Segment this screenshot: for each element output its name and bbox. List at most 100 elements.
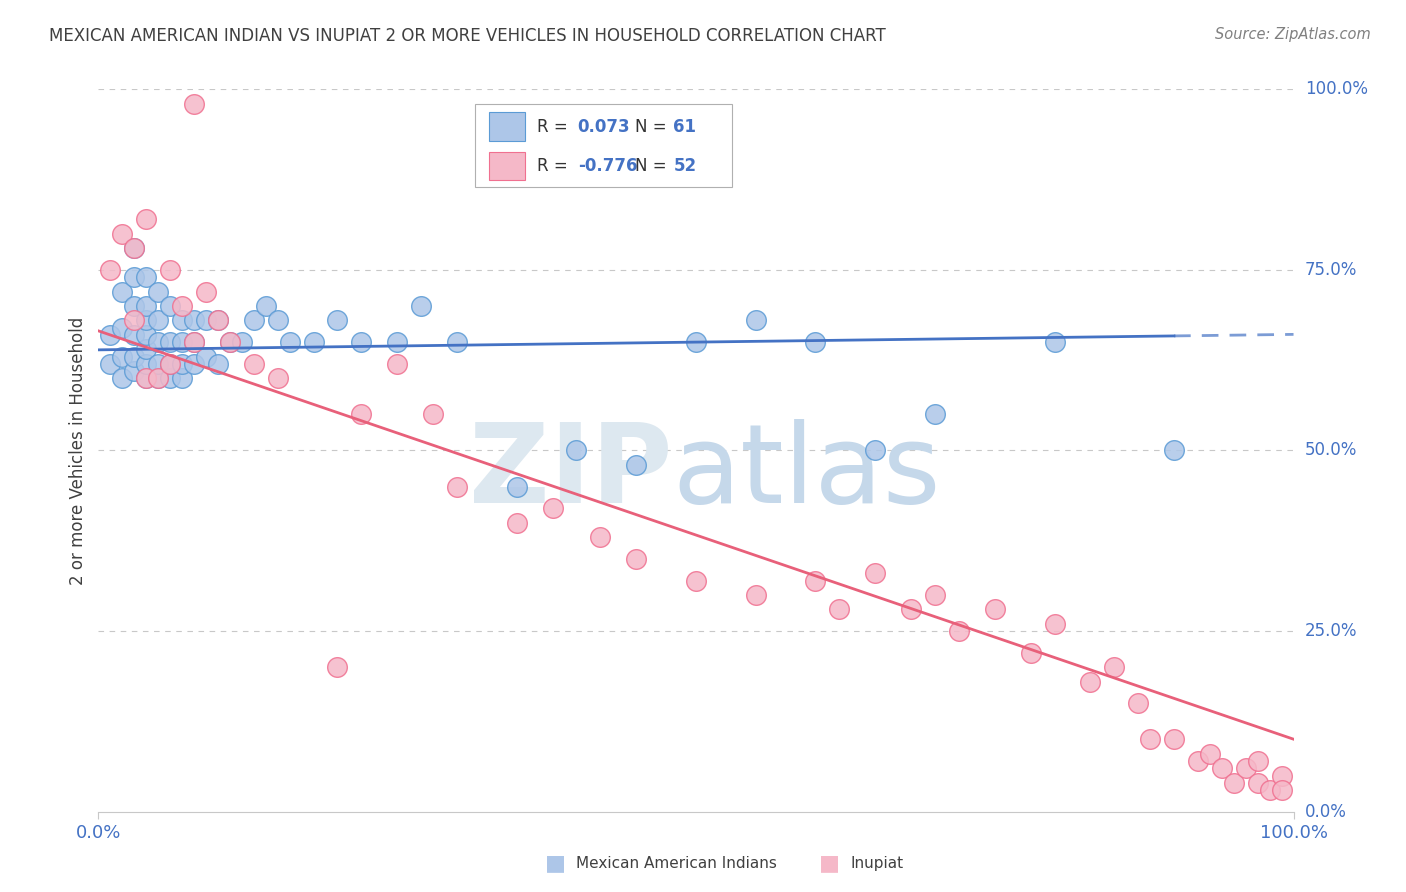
Point bbox=[326, 660, 349, 674]
Point bbox=[148, 334, 170, 349]
Point bbox=[350, 334, 373, 349]
Point bbox=[1104, 660, 1126, 674]
Point bbox=[135, 212, 157, 227]
Point bbox=[98, 327, 122, 342]
Point bbox=[828, 602, 851, 616]
Point bbox=[148, 371, 170, 385]
Point bbox=[900, 602, 922, 616]
Point bbox=[124, 327, 146, 342]
Text: N =: N = bbox=[636, 118, 672, 136]
Point bbox=[1128, 696, 1150, 710]
Point bbox=[685, 334, 707, 349]
Point bbox=[1247, 776, 1270, 790]
Point bbox=[124, 270, 146, 285]
Point bbox=[254, 299, 277, 313]
Point bbox=[124, 350, 146, 364]
Point bbox=[243, 313, 266, 327]
Point bbox=[865, 443, 887, 458]
Point bbox=[124, 313, 146, 327]
Point bbox=[183, 334, 205, 349]
Point bbox=[1271, 769, 1294, 783]
Text: MEXICAN AMERICAN INDIAN VS INUPIAT 2 OR MORE VEHICLES IN HOUSEHOLD CORRELATION C: MEXICAN AMERICAN INDIAN VS INUPIAT 2 OR … bbox=[49, 27, 886, 45]
Point bbox=[745, 313, 768, 327]
Point bbox=[111, 320, 134, 334]
Point bbox=[195, 350, 218, 364]
Point bbox=[183, 357, 205, 371]
Point bbox=[948, 624, 970, 639]
Text: N =: N = bbox=[636, 157, 672, 175]
Point bbox=[207, 357, 229, 371]
Point bbox=[207, 313, 229, 327]
Point bbox=[159, 262, 181, 277]
Point bbox=[350, 407, 373, 421]
Text: ■: ■ bbox=[820, 854, 839, 873]
Text: -0.776: -0.776 bbox=[578, 157, 637, 175]
Point bbox=[1043, 616, 1066, 631]
Point bbox=[148, 357, 170, 371]
Y-axis label: 2 or more Vehicles in Household: 2 or more Vehicles in Household bbox=[69, 317, 87, 584]
Text: Mexican American Indians: Mexican American Indians bbox=[576, 856, 778, 871]
Text: 0.073: 0.073 bbox=[578, 118, 630, 136]
Point bbox=[804, 334, 827, 349]
Point bbox=[1234, 761, 1257, 775]
Point bbox=[422, 407, 444, 421]
Point bbox=[685, 574, 707, 588]
Point bbox=[1187, 754, 1209, 768]
Point bbox=[172, 334, 194, 349]
Point bbox=[159, 334, 181, 349]
Point bbox=[195, 313, 218, 327]
Point bbox=[1199, 747, 1222, 761]
Point bbox=[148, 313, 170, 327]
Point bbox=[124, 241, 146, 255]
Point bbox=[267, 313, 290, 327]
Point bbox=[159, 371, 181, 385]
Point bbox=[1163, 443, 1185, 458]
Point bbox=[1163, 732, 1185, 747]
Point bbox=[148, 371, 170, 385]
Text: ZIP: ZIP bbox=[468, 418, 672, 525]
Point bbox=[159, 357, 181, 371]
Point bbox=[172, 357, 194, 371]
Point bbox=[626, 458, 648, 472]
Point bbox=[219, 334, 242, 349]
Point bbox=[135, 313, 157, 327]
Point bbox=[124, 299, 146, 313]
Point bbox=[111, 371, 134, 385]
Point bbox=[984, 602, 1007, 616]
Point bbox=[111, 285, 134, 299]
Point bbox=[135, 357, 157, 371]
FancyBboxPatch shape bbox=[489, 112, 524, 141]
Text: 0.0%: 0.0% bbox=[1305, 803, 1347, 821]
Point bbox=[745, 588, 768, 602]
Point bbox=[135, 343, 157, 357]
Point bbox=[135, 270, 157, 285]
Point bbox=[385, 334, 409, 349]
Point bbox=[135, 371, 157, 385]
Point bbox=[302, 334, 325, 349]
Point bbox=[1139, 732, 1161, 747]
Point bbox=[207, 313, 229, 327]
Point bbox=[589, 530, 612, 544]
Point bbox=[411, 299, 433, 313]
FancyBboxPatch shape bbox=[475, 103, 733, 186]
Point bbox=[267, 371, 290, 385]
Point bbox=[506, 480, 529, 494]
Text: 50.0%: 50.0% bbox=[1305, 442, 1357, 459]
Text: atlas: atlas bbox=[672, 418, 941, 525]
Point bbox=[195, 285, 218, 299]
Point bbox=[159, 299, 181, 313]
Text: R =: R = bbox=[537, 118, 574, 136]
Point bbox=[148, 285, 170, 299]
Point bbox=[111, 227, 134, 241]
Text: 52: 52 bbox=[673, 157, 696, 175]
Point bbox=[1258, 783, 1281, 797]
Point bbox=[506, 516, 529, 530]
Point bbox=[111, 350, 134, 364]
Point bbox=[135, 327, 157, 342]
Point bbox=[1211, 761, 1233, 775]
Point bbox=[326, 313, 349, 327]
Point bbox=[1223, 776, 1246, 790]
Point bbox=[172, 299, 194, 313]
Point bbox=[135, 371, 157, 385]
Point bbox=[219, 334, 242, 349]
